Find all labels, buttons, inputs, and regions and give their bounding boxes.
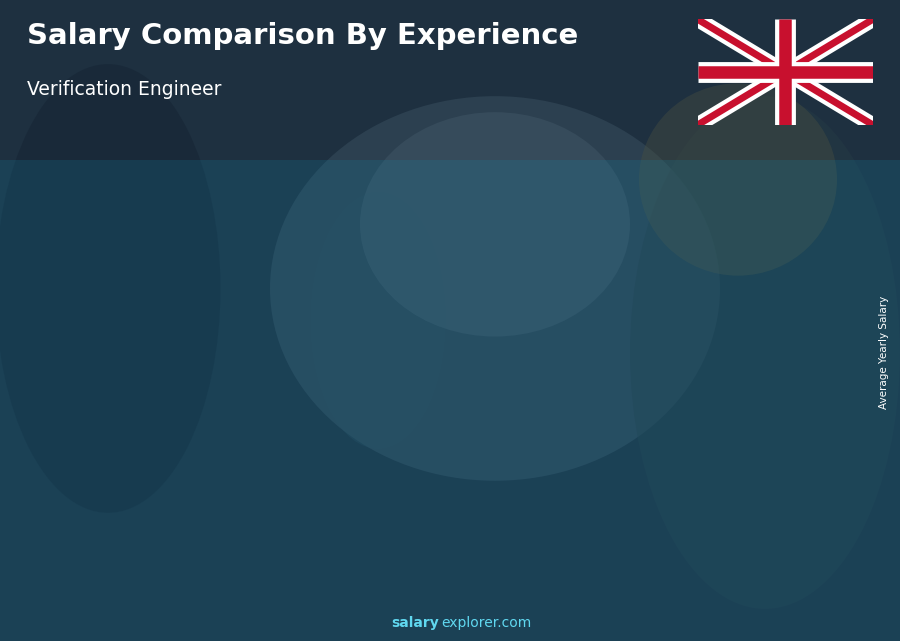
Text: 86,600 GBP: 86,600 GBP bbox=[698, 258, 766, 271]
Text: +5%: +5% bbox=[650, 145, 696, 163]
Bar bbox=[576, 253, 642, 564]
Bar bbox=[323, 329, 389, 564]
Text: Average Yearly Salary: Average Yearly Salary bbox=[878, 296, 889, 409]
Ellipse shape bbox=[0, 64, 220, 513]
Ellipse shape bbox=[270, 96, 720, 481]
Text: +21%: +21% bbox=[391, 188, 449, 206]
Polygon shape bbox=[70, 411, 144, 429]
Text: explorer.com: explorer.com bbox=[441, 616, 531, 630]
Ellipse shape bbox=[630, 96, 900, 609]
Bar bbox=[702, 237, 768, 564]
Polygon shape bbox=[576, 235, 650, 253]
Polygon shape bbox=[642, 235, 650, 564]
Polygon shape bbox=[136, 411, 144, 564]
Polygon shape bbox=[449, 261, 523, 279]
Text: 75,300 GBP: 75,300 GBP bbox=[445, 301, 513, 314]
Polygon shape bbox=[515, 261, 523, 564]
Text: Verification Engineer: Verification Engineer bbox=[27, 80, 221, 99]
Polygon shape bbox=[323, 311, 397, 329]
Ellipse shape bbox=[310, 192, 446, 449]
Text: +34%: +34% bbox=[138, 291, 196, 309]
Polygon shape bbox=[196, 365, 270, 383]
Text: salary: salary bbox=[392, 616, 439, 630]
Polygon shape bbox=[702, 219, 776, 237]
Ellipse shape bbox=[360, 112, 630, 337]
Text: +30%: +30% bbox=[265, 237, 322, 255]
Ellipse shape bbox=[639, 83, 837, 276]
Polygon shape bbox=[389, 311, 397, 564]
Text: 47,900 GBP: 47,900 GBP bbox=[192, 404, 260, 418]
Bar bbox=[449, 279, 515, 564]
Polygon shape bbox=[768, 219, 776, 564]
Text: Salary Comparison By Experience: Salary Comparison By Experience bbox=[27, 22, 578, 51]
Text: +9%: +9% bbox=[524, 161, 569, 179]
Bar bbox=[70, 429, 136, 564]
Text: 82,300 GBP: 82,300 GBP bbox=[571, 274, 640, 287]
Text: 62,200 GBP: 62,200 GBP bbox=[318, 351, 387, 363]
Bar bbox=[196, 383, 262, 564]
Bar bbox=[0, 160, 900, 641]
Text: 35,700 GBP: 35,700 GBP bbox=[65, 451, 134, 464]
Polygon shape bbox=[262, 365, 270, 564]
